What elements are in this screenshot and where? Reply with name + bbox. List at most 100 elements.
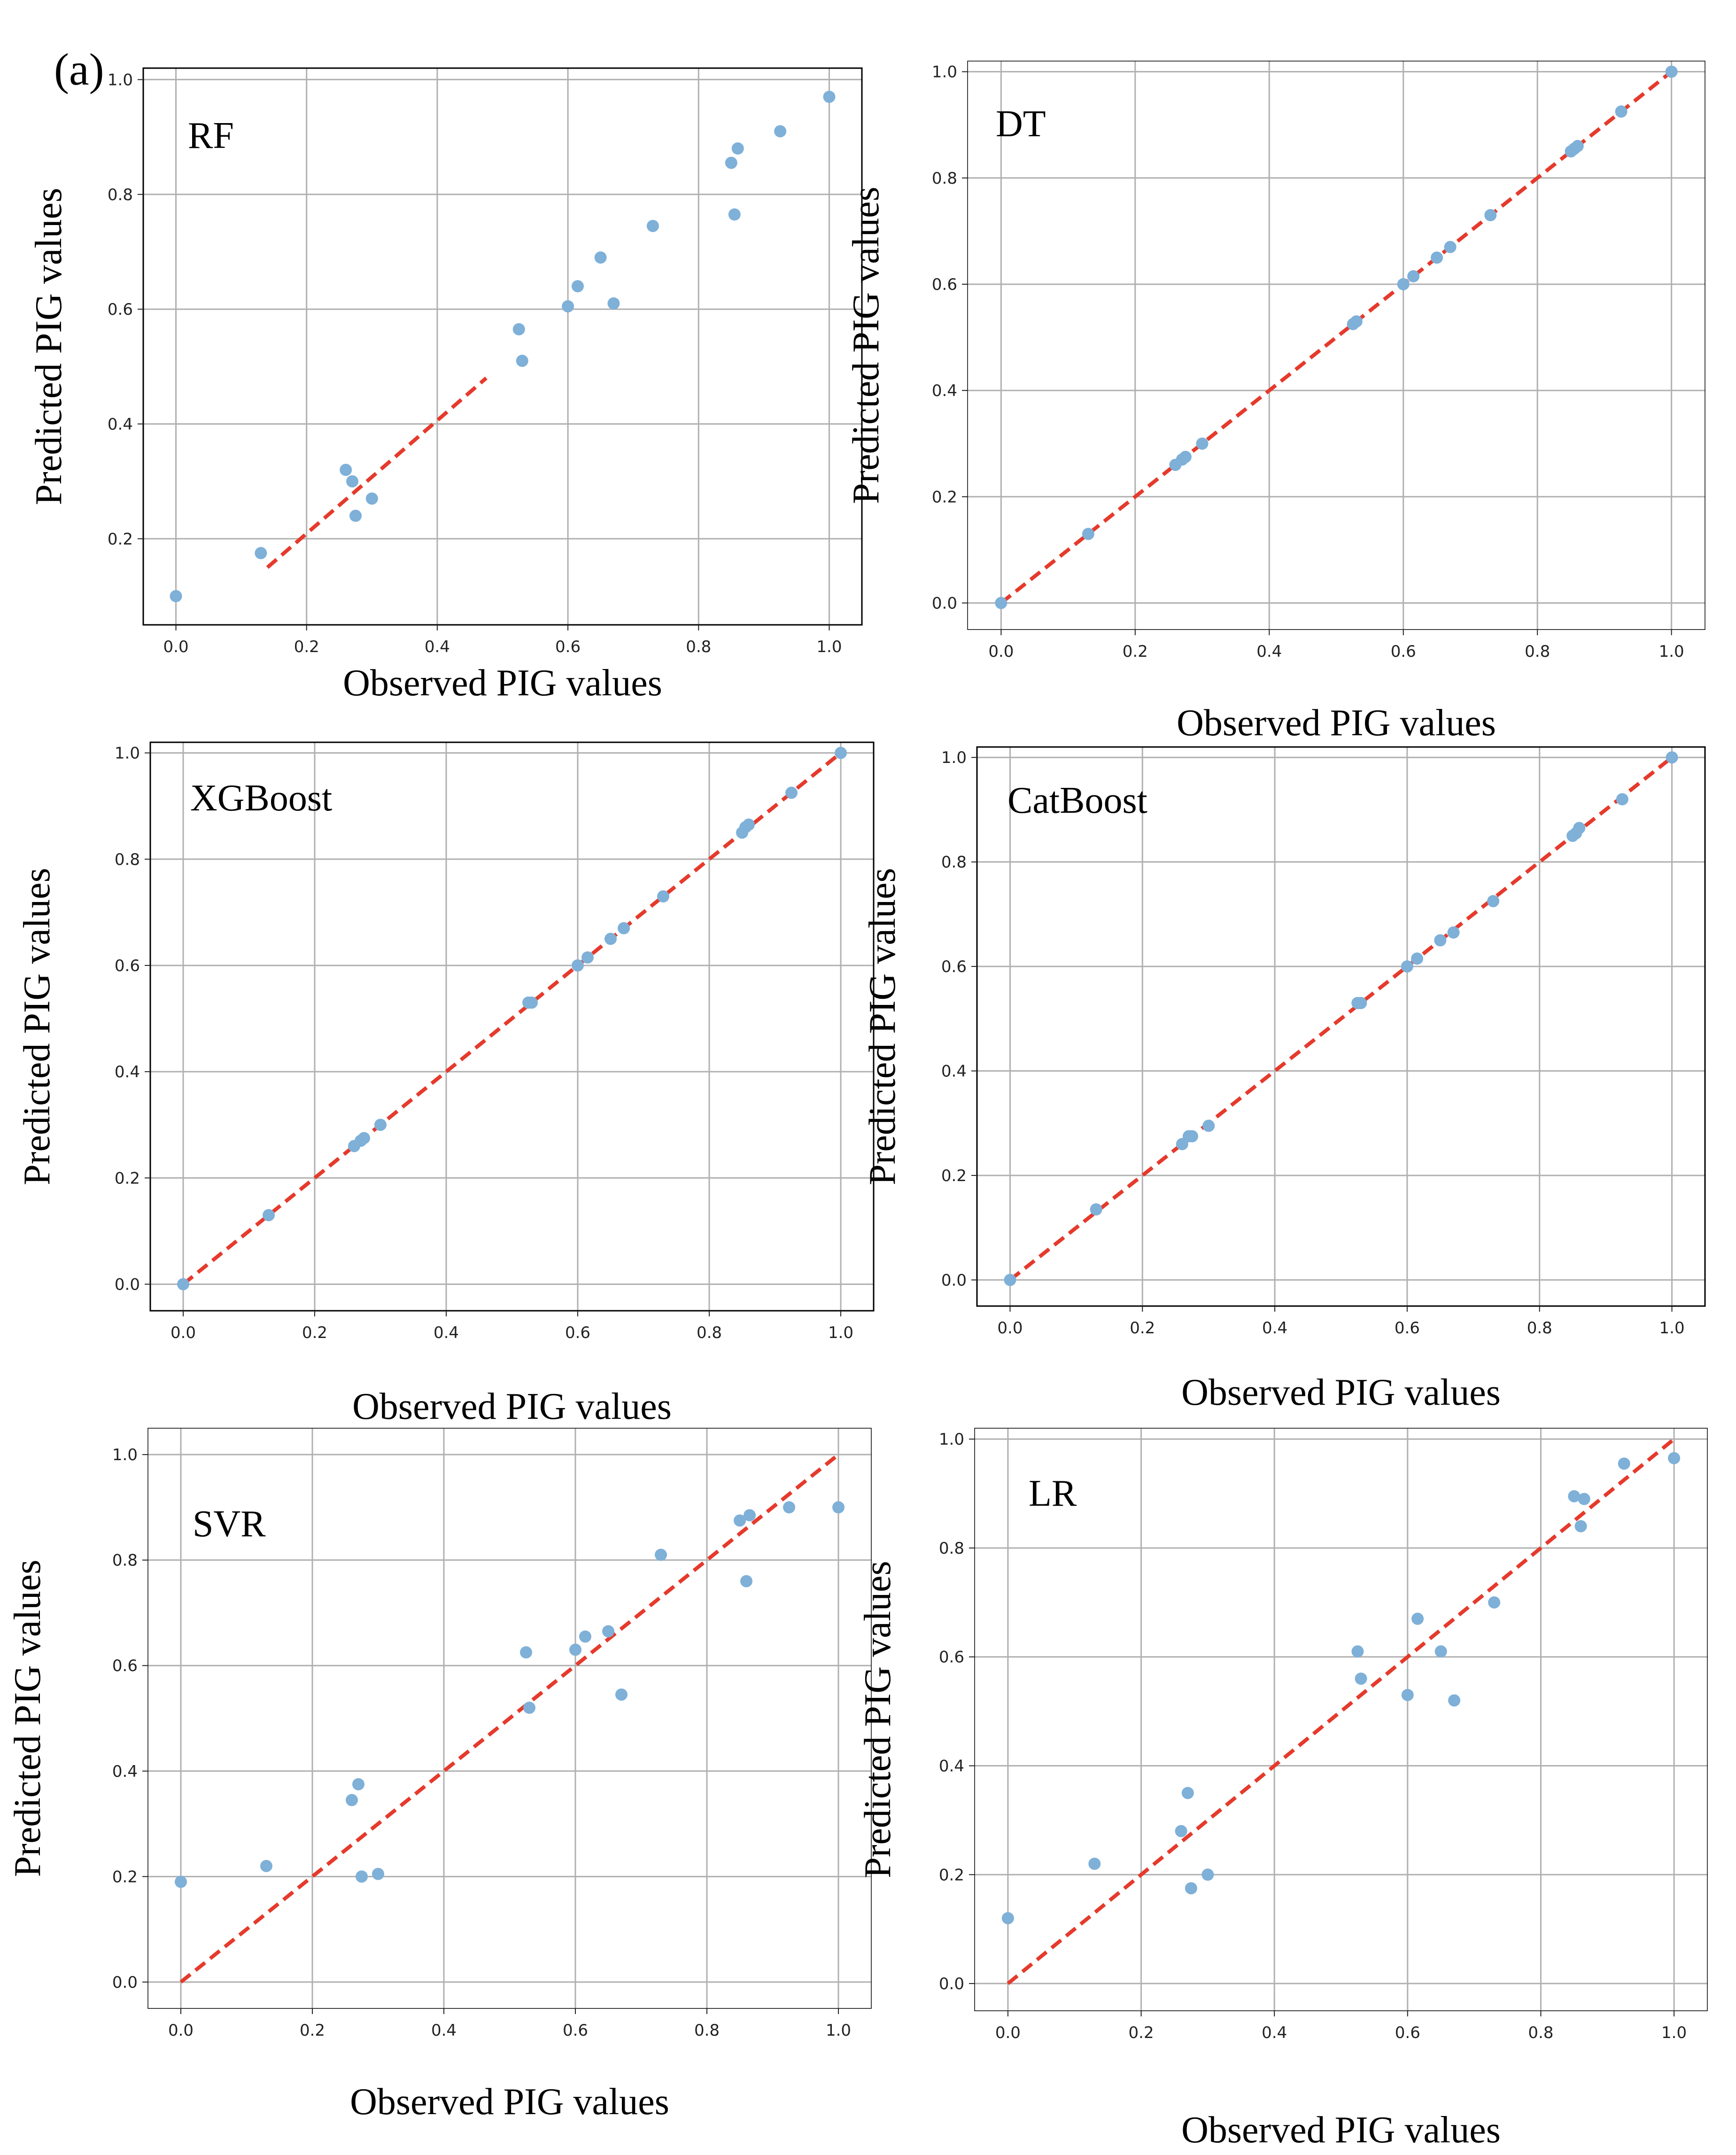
scatter-point <box>526 996 538 1009</box>
y-tick-label: 0.6 <box>115 957 140 975</box>
model-label: XGBoost <box>190 778 332 819</box>
reference-line <box>1007 1438 1675 1985</box>
scatter-point <box>562 300 574 312</box>
y-tick-label: 0.4 <box>108 415 133 434</box>
scatter-point <box>1201 1868 1214 1881</box>
x-tick-label: 0.4 <box>1262 2023 1287 2042</box>
plot-frame <box>967 61 1705 630</box>
plot-frame <box>974 1428 1708 2011</box>
x-tick-label: 0.6 <box>555 638 581 656</box>
x-tick-label: 0.2 <box>1123 642 1148 661</box>
x-tick-label: 0.6 <box>563 2021 588 2040</box>
scatter-point <box>1488 1596 1501 1609</box>
scatter-point <box>1004 1274 1016 1286</box>
scatter-plot-rf: 0.0 0.2 0.4 0.6 0.8 1.0 0.2 0.4 0.6 0.8 1.0 RF Obser… <box>28 67 863 704</box>
scatter-plot-dt: 0.0 0.2 0.4 0.6 0.8 1.0 0.0 0.2 0.4 0.6 0.8 1.0 DT Ob… <box>845 61 1705 744</box>
y-tick-label: 0.2 <box>115 1169 140 1188</box>
x-tick-label: 0.0 <box>997 1319 1023 1338</box>
x-tick-label: 0.2 <box>1130 1319 1155 1338</box>
scatter-point <box>1350 315 1363 328</box>
y-tick-label: 1.0 <box>932 63 957 82</box>
scatter-point <box>571 280 584 293</box>
scatter-point <box>655 1548 667 1561</box>
scatter-point <box>177 1278 189 1291</box>
plot-frame <box>976 746 1706 1307</box>
scatter-point <box>1401 960 1413 973</box>
scatter-point <box>1616 793 1628 806</box>
y-tick-label: 0.6 <box>108 300 133 319</box>
scatter-point <box>1196 437 1209 450</box>
reference-line <box>1008 756 1674 1282</box>
scatter-point <box>1487 895 1500 908</box>
scatter-point <box>725 156 737 169</box>
y-tick-label: 0.8 <box>112 1551 138 1570</box>
scatter-point <box>1434 1645 1447 1658</box>
scatter-point <box>785 786 798 799</box>
scatter-plot-catboost: 0.0 0.2 0.4 0.6 0.8 1.0 0.0 0.2 0.4 0.6 0.8 1.0 CatB… <box>862 746 1706 1413</box>
y-tick-label: 0.4 <box>112 1762 138 1781</box>
x-tick-label: 0.0 <box>988 642 1014 661</box>
scatter-point <box>569 1643 581 1656</box>
scatter-point <box>604 933 617 945</box>
scatter-point <box>255 547 267 560</box>
x-axis-label: Observed PIG values <box>1177 702 1496 744</box>
x-tick-label: 0.0 <box>170 1323 196 1342</box>
scatter-point <box>512 323 525 335</box>
scatter-point <box>1082 528 1094 540</box>
scatter-point <box>356 1870 368 1883</box>
scatter-point <box>594 251 607 264</box>
model-label: LR <box>1029 1473 1077 1514</box>
x-axis-label: Observed PIG values <box>352 1386 672 1427</box>
x-tick-label: 0.2 <box>294 638 319 656</box>
scatter-point <box>1618 1457 1630 1470</box>
scatter-point <box>374 1119 387 1131</box>
model-label: RF <box>188 115 234 156</box>
scatter-point <box>832 1501 845 1514</box>
scatter-point <box>607 297 620 310</box>
scatter-point <box>1573 822 1586 834</box>
y-tick-label: 0.2 <box>112 1867 138 1886</box>
reference-line <box>179 1453 840 1984</box>
scatter-point <box>1351 1645 1364 1658</box>
y-axis-label: Predicted PIG values <box>16 868 58 1185</box>
y-axis-label: Predicted PIG values <box>28 188 70 505</box>
y-tick-label: 1.0 <box>939 1430 964 1449</box>
x-tick-label: 0.2 <box>302 1323 327 1342</box>
y-tick-label: 0.0 <box>932 594 957 613</box>
x-tick-label: 0.6 <box>1395 2023 1420 2042</box>
x-tick-label: 0.8 <box>1525 642 1550 661</box>
y-axis-label: Predicted PIG values <box>862 868 903 1185</box>
scatter-point <box>516 355 528 367</box>
scatter-point <box>1668 1452 1681 1464</box>
scatter-point <box>1665 65 1678 78</box>
scatter-point <box>340 464 352 476</box>
scatter-point <box>744 1509 756 1522</box>
scatter-point <box>618 922 630 934</box>
scatter-point <box>523 1702 535 1714</box>
x-tick-label: 0.2 <box>300 2021 325 2040</box>
x-tick-label: 0.8 <box>697 1323 722 1342</box>
scatter-point <box>823 91 836 103</box>
y-tick-label: 1.0 <box>115 744 140 763</box>
x-tick-label: 0.6 <box>565 1323 590 1342</box>
x-tick-label: 0.0 <box>163 638 189 656</box>
y-tick-label: 0.8 <box>108 186 133 204</box>
y-axis-label: Predicted PIG values <box>7 1560 48 1877</box>
x-tick-label: 0.4 <box>425 638 450 656</box>
x-tick-label: 0.6 <box>1395 1319 1420 1338</box>
plot-frame <box>147 1428 872 2009</box>
scatter-point <box>1185 1882 1197 1895</box>
x-tick-label: 1.0 <box>1659 642 1684 661</box>
scatter-point <box>1181 1787 1194 1799</box>
scatter-point <box>1090 1203 1102 1216</box>
x-tick-label: 0.4 <box>431 2021 457 2040</box>
scatter-point <box>728 208 741 221</box>
scatter-point <box>346 475 359 488</box>
scatter-point <box>743 818 755 831</box>
y-tick-label: 1.0 <box>941 748 967 767</box>
x-tick-label: 0.0 <box>995 2023 1021 2042</box>
scatter-point <box>995 597 1008 609</box>
y-axis-label: Predicted PIG values <box>857 1561 899 1878</box>
x-tick-label: 0.8 <box>1527 1319 1552 1338</box>
x-tick-label: 1.0 <box>828 1323 853 1342</box>
